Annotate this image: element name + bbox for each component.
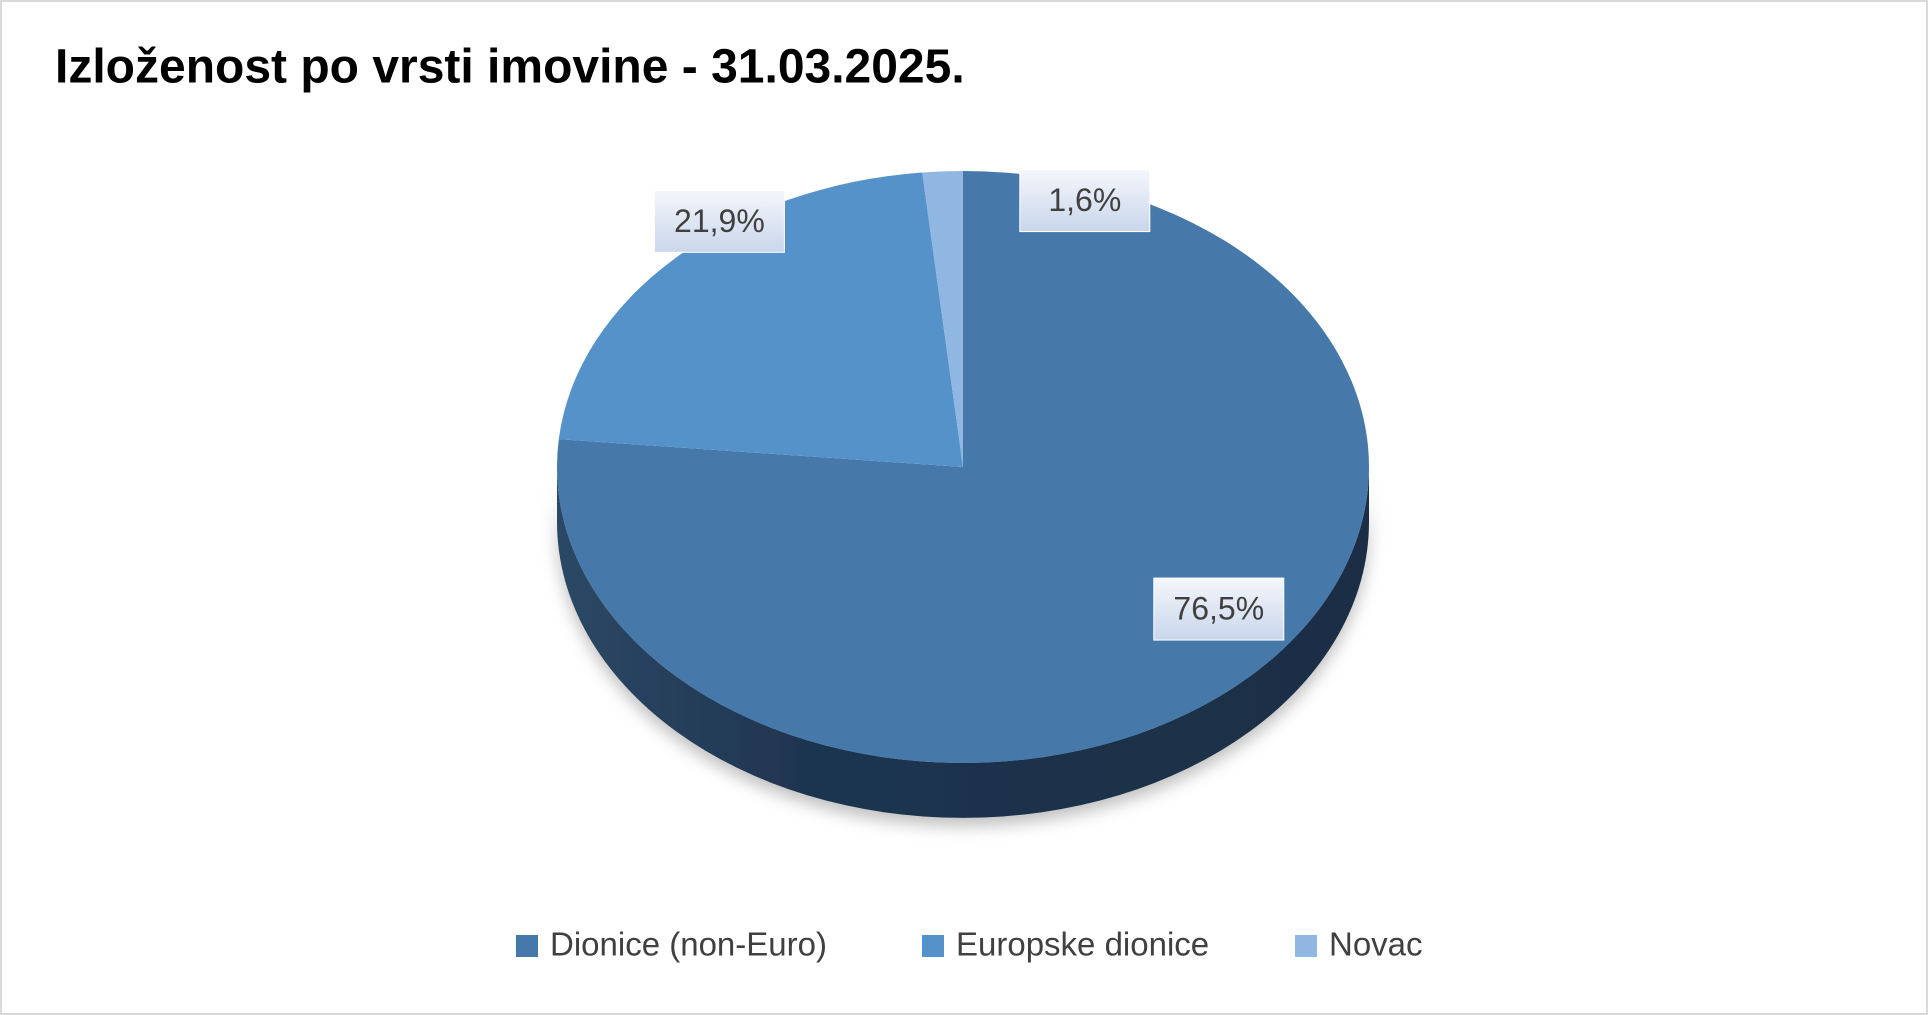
legend-swatch	[922, 935, 944, 957]
legend-swatch	[516, 935, 538, 957]
pie-slice	[558, 172, 963, 467]
legend-swatch	[1295, 935, 1317, 957]
pie-slice	[922, 171, 963, 467]
data-label: 76,5%	[1173, 591, 1264, 627]
pie-side	[557, 467, 1369, 818]
data-label: 1,6%	[1048, 182, 1121, 218]
data-label: 21,9%	[674, 203, 765, 239]
legend-label: Europske dionice	[956, 926, 1209, 963]
legend-label: Dionice (non-Euro)	[550, 926, 827, 963]
data-label-box	[1019, 169, 1151, 233]
data-label-box	[1153, 577, 1285, 641]
data-label-box	[653, 189, 785, 253]
legend: Dionice (non-Euro) Europske dionice Novac	[516, 926, 1423, 963]
chart-title: Izloženost po vrsti imovine - 31.03.2025…	[55, 41, 965, 94]
pie: 76,5% 21,9% 1,6%	[556, 169, 1369, 818]
legend-label: Novac	[1329, 926, 1423, 963]
